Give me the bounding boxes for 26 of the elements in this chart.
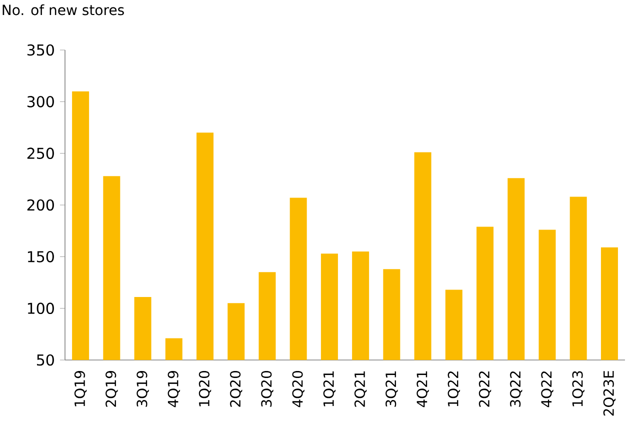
y-tick-label: 50 (37, 354, 54, 366)
x-tick-label: 1Q23 (572, 371, 584, 406)
x-tick-label: 2Q20 (230, 371, 242, 407)
x-tick-label: 3Q22 (510, 371, 522, 407)
x-tick-label: 3Q21 (386, 371, 398, 407)
x-tick-label: 1Q20 (198, 371, 212, 406)
x-tick-label: 2Q21 (354, 371, 367, 407)
y-tick-label: 200 (27, 199, 54, 211)
x-tick-label: 1Q21 (323, 371, 336, 406)
x-tick-label: 4Q20 (292, 371, 304, 408)
x-tick-label: 1Q19 (74, 371, 87, 406)
x-tick-label: 4Q21 (416, 371, 429, 408)
x-tick-label: 3Q20 (261, 371, 274, 407)
y-tick-label: 250 (27, 148, 54, 160)
x-tick-label: 4Q22 (541, 371, 554, 408)
x-tick-label: 1Q22 (448, 371, 460, 406)
y-tick-label: 300 (27, 96, 54, 108)
x-tick-label: 2Q22 (478, 371, 492, 407)
y-tick-label: 350 (27, 44, 54, 56)
x-tick-label: 3Q19 (136, 371, 149, 407)
y-tick-label: 150 (28, 251, 54, 262)
x-tick-label: 4Q19 (168, 371, 180, 408)
x-tick-label: 2Q19 (106, 371, 118, 407)
y-axis-title: No. of new stores (2, 4, 124, 16)
y-tick-label: 100 (28, 302, 54, 314)
x-tick-label: 2Q23E (603, 370, 616, 416)
